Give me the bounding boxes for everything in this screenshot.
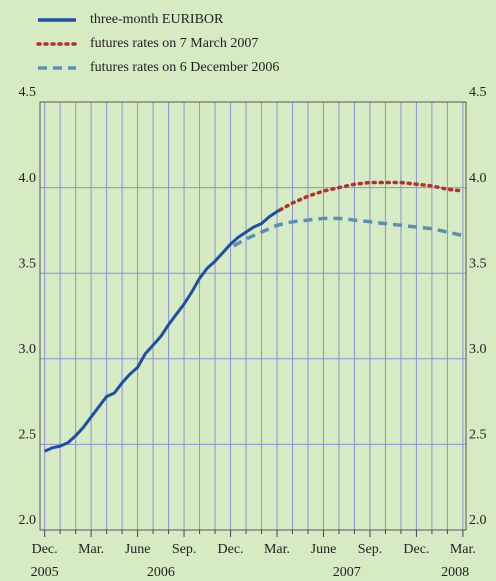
legend-label: three-month EURIBOR [90,12,224,27]
x-tick-label: Mar. [450,542,476,557]
x-tick-label: June [311,542,337,557]
y-tick-label: 4.0 [19,171,37,186]
x-tick-label: Dec. [403,542,429,557]
y-tick-label: 3.5 [19,256,37,271]
y2-tick-label: 3.0 [469,342,487,357]
x-year-label: 2008 [441,565,469,580]
y-tick-label: 2.0 [19,513,37,528]
y2-tick-label: 4.5 [469,85,487,100]
y2-tick-label: 4.0 [469,171,487,186]
x-tick-label: Mar. [78,542,104,557]
plot-frame [39,101,467,531]
series-line [44,208,281,453]
x-tick-label: Sep. [172,542,197,557]
x-tick-label: June [125,542,151,557]
series-line [278,180,465,212]
y2-tick-label: 2.5 [469,428,487,443]
x-year-label: 2006 [147,565,175,580]
legend-label: futures rates on 6 December 2006 [90,60,279,75]
series-line [232,216,464,248]
x-tick-label: Dec. [32,542,58,557]
x-tick-label: Dec. [218,542,244,557]
x-tick-label: Mar. [264,542,290,557]
y-tick-label: 4.5 [19,85,37,100]
y2-tick-label: 2.0 [469,513,487,528]
legend-label: futures rates on 7 March 2007 [90,36,258,51]
x-year-label: 2007 [333,565,361,580]
y-tick-label: 2.5 [19,428,37,443]
y-tick-label: 3.0 [19,342,37,357]
x-tick-label: Sep. [358,542,383,557]
y2-tick-label: 3.5 [469,256,487,271]
x-year-label: 2005 [31,565,59,580]
